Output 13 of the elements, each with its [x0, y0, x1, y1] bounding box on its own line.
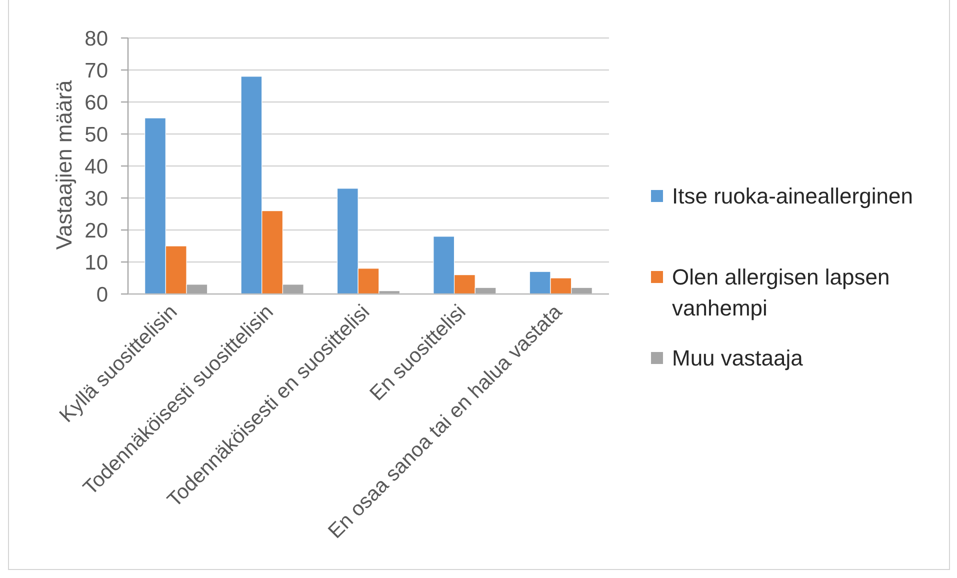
- y-tick-label: 30: [84, 188, 108, 211]
- y-tick-label: 70: [84, 60, 108, 83]
- y-tick-label: 50: [84, 124, 108, 147]
- y-tick-label: 40: [84, 156, 108, 179]
- y-axis-title: Vastaajien määrä: [52, 79, 77, 250]
- legend-label: Olen allergisen lapsen vanhempi: [672, 264, 890, 320]
- y-tick-label: 60: [84, 92, 108, 115]
- y-tick-label: 80: [84, 28, 108, 51]
- legend-label: Itse ruoka-aineallerginen: [672, 184, 913, 209]
- y-tick-label: 10: [84, 252, 108, 275]
- legend-label: Muu vastaaja: [672, 346, 804, 371]
- y-tick-label: 0: [96, 284, 108, 307]
- y-tick-label: 20: [84, 220, 108, 243]
